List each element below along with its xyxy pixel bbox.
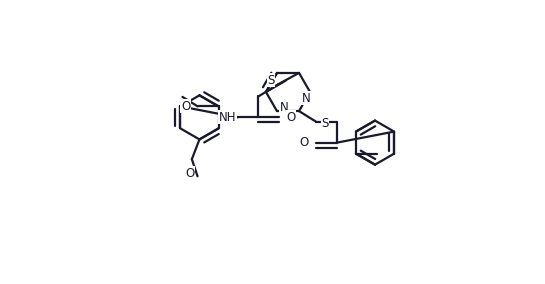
Text: O: O — [300, 136, 309, 149]
Text: O: O — [185, 167, 195, 180]
Text: NH: NH — [219, 111, 236, 124]
Text: O: O — [181, 100, 190, 113]
Text: S: S — [268, 74, 275, 87]
Text: N: N — [280, 101, 288, 114]
Text: N: N — [302, 91, 311, 105]
Text: S: S — [322, 117, 329, 130]
Text: O: O — [287, 111, 296, 124]
